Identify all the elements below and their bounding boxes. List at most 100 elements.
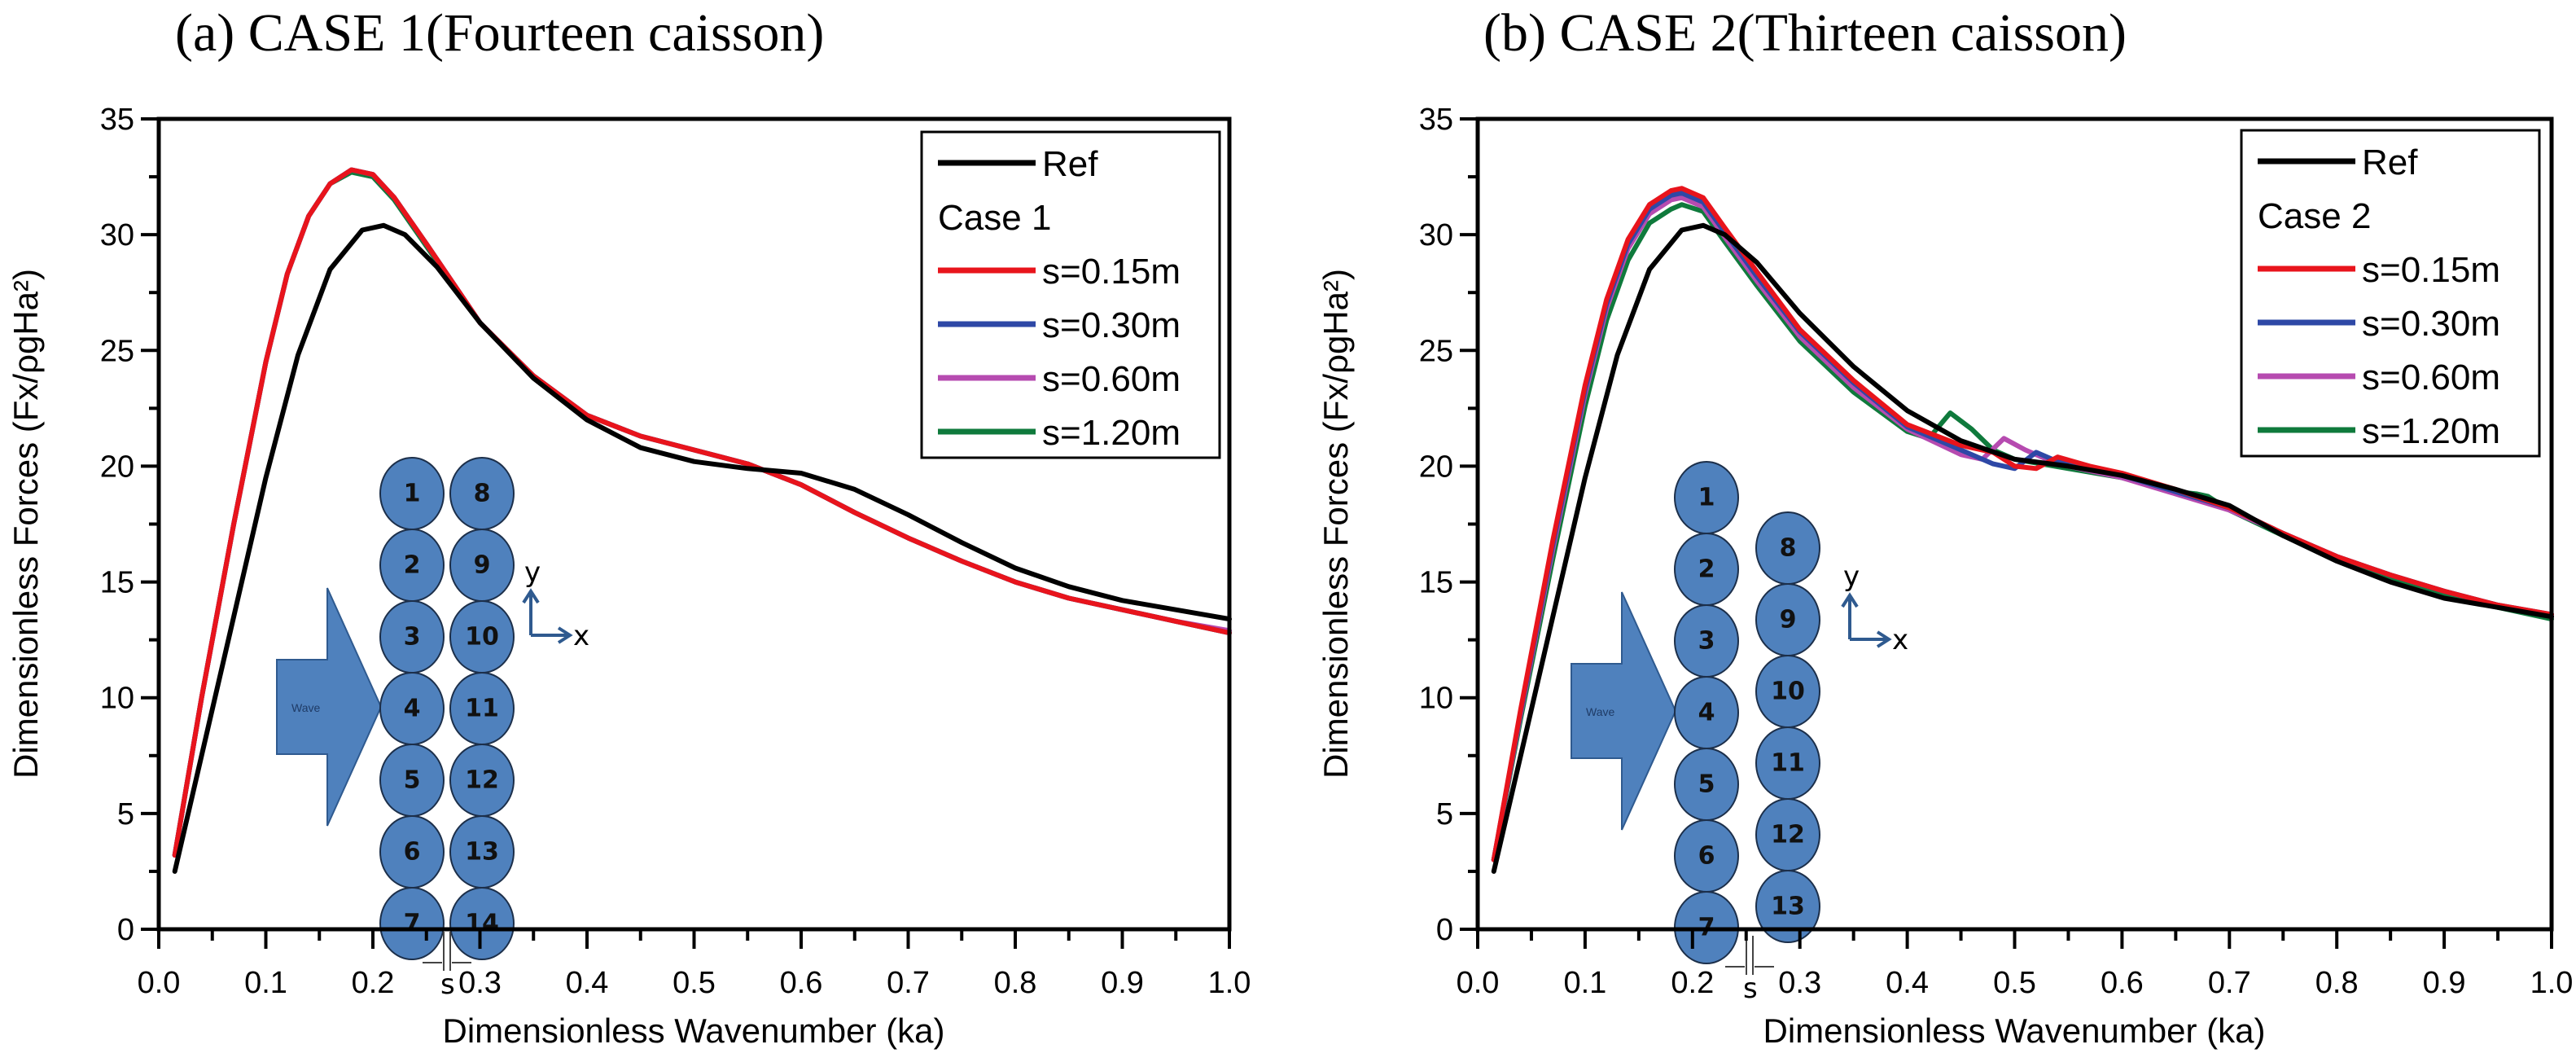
caisson bbox=[1755, 870, 1820, 943]
y-axis-label: Dimensionless Forces (Fx/ρgHa²) bbox=[7, 269, 45, 779]
caisson-number: 2 bbox=[1698, 555, 1715, 584]
legend-header: Case 2 bbox=[2258, 196, 2371, 236]
gap-label: s bbox=[440, 968, 455, 1001]
series-line-ref bbox=[172, 222, 1232, 874]
legend-header: Case 1 bbox=[938, 198, 1051, 238]
y-tick-label: 35 bbox=[1419, 103, 1453, 137]
caisson-number: 8 bbox=[474, 480, 491, 508]
axis-x-label: x bbox=[573, 620, 589, 652]
x-tick-label: 0.3 bbox=[458, 966, 502, 1000]
legend-entry-label: s=0.15m bbox=[1042, 252, 1181, 292]
caisson-number: 3 bbox=[404, 623, 421, 652]
caisson-number: 10 bbox=[465, 623, 499, 652]
x-tick-label: 0.1 bbox=[244, 966, 287, 1000]
caisson bbox=[379, 887, 445, 960]
x-tick-label: 0.3 bbox=[1778, 966, 1821, 1000]
y-tick-label: 0 bbox=[117, 913, 134, 947]
x-tick-label: 0.2 bbox=[1671, 966, 1714, 1000]
gap-label: s bbox=[1743, 972, 1758, 1005]
y-axis-label: Dimensionless Forces (Fx/ρgHa²) bbox=[1316, 269, 1355, 779]
y-tick-label: 5 bbox=[1436, 797, 1453, 832]
axes-indicator-icon bbox=[522, 588, 573, 644]
x-tick-label: 0.4 bbox=[1886, 966, 1929, 1000]
x-tick-label: 0.5 bbox=[1993, 966, 2036, 1000]
x-tick-label: 0.8 bbox=[2315, 966, 2359, 1000]
chart-title: (b) CASE 2(Thirteen caisson) bbox=[1483, 3, 2127, 63]
caisson-number: 6 bbox=[1698, 842, 1715, 871]
series-line-s-0-15m bbox=[172, 167, 1232, 858]
chart-title: (a) CASE 1(Fourteen caisson) bbox=[175, 3, 824, 63]
legend-entry-label: s=1.20m bbox=[2362, 411, 2500, 451]
x-tick-label: 0.7 bbox=[2208, 966, 2251, 1000]
x-tick-label: 0.1 bbox=[1563, 966, 1606, 1000]
legend-entry-label: s=0.60m bbox=[2362, 358, 2500, 397]
axis-y-label: y bbox=[524, 556, 541, 589]
caisson-number: 13 bbox=[1771, 893, 1805, 921]
legend-box bbox=[2240, 129, 2541, 458]
caisson-number: 11 bbox=[1771, 749, 1805, 778]
y-tick-label: 5 bbox=[117, 797, 134, 832]
wave-arrow-icon bbox=[276, 587, 383, 827]
x-tick-label: 0.6 bbox=[780, 966, 823, 1000]
wave-arrow-icon bbox=[1571, 591, 1677, 831]
caisson-number: 2 bbox=[404, 551, 421, 580]
legend-entry-label: s=0.30m bbox=[2362, 304, 2500, 344]
caisson-number: 4 bbox=[1698, 699, 1715, 727]
caisson-number: 5 bbox=[1698, 770, 1715, 799]
caisson-number: 5 bbox=[404, 766, 421, 795]
caisson-number: 4 bbox=[404, 695, 421, 723]
y-tick-label: 10 bbox=[1419, 682, 1453, 716]
x-tick-label: 0.8 bbox=[994, 966, 1037, 1000]
legend-entry-label: s=0.30m bbox=[1042, 305, 1181, 345]
y-tick-label: 0 bbox=[1436, 913, 1453, 947]
caisson-number: 3 bbox=[1698, 627, 1715, 656]
legend-box bbox=[920, 130, 1221, 459]
x-tick-label: 0.4 bbox=[566, 966, 609, 1000]
caisson-number: 13 bbox=[465, 838, 499, 867]
axis-x-label: x bbox=[1892, 624, 1908, 656]
y-tick-label: 25 bbox=[1419, 334, 1453, 368]
legend-entry-label: s=0.60m bbox=[1042, 359, 1181, 399]
y-tick-label: 15 bbox=[1419, 566, 1453, 600]
legend-entry-label: Ref bbox=[1042, 144, 1098, 184]
x-tick-label: 1.0 bbox=[1208, 966, 1251, 1000]
caisson-number: 8 bbox=[1780, 534, 1797, 563]
gap-dimension-icon bbox=[1725, 936, 1774, 975]
caisson-number: 12 bbox=[465, 766, 499, 795]
wave-label: Wave bbox=[291, 701, 320, 714]
x-tick-label: 0.5 bbox=[672, 966, 716, 1000]
y-tick-label: 30 bbox=[1419, 218, 1453, 252]
y-tick-label: 30 bbox=[100, 218, 134, 252]
x-tick-label: 0.6 bbox=[2101, 966, 2144, 1000]
x-tick-label: 0.9 bbox=[1101, 966, 1144, 1000]
x-tick-label: 0.7 bbox=[887, 966, 930, 1000]
caisson-number: 1 bbox=[404, 480, 421, 508]
axes-indicator-icon bbox=[1841, 592, 1892, 648]
caisson-number: 6 bbox=[404, 838, 421, 867]
caisson bbox=[449, 887, 515, 960]
wave-label: Wave bbox=[1586, 705, 1614, 718]
caisson-number: 7 bbox=[404, 910, 421, 938]
y-tick-label: 20 bbox=[1419, 450, 1453, 484]
panel-case1: (a) CASE 1(Fourteen caisson) Wave1234567… bbox=[7, 3, 1251, 1050]
legend-entry-label: s=0.15m bbox=[2362, 250, 2500, 290]
axis-y-label: y bbox=[1843, 560, 1860, 593]
panel-case2: (b) CASE 2(Thirteen caisson) Wave1234567… bbox=[1316, 3, 2573, 1050]
caisson-number: 12 bbox=[1771, 821, 1805, 849]
caisson-number: 14 bbox=[465, 910, 499, 938]
y-tick-label: 20 bbox=[100, 450, 134, 484]
series-line-ref bbox=[1491, 222, 2554, 874]
x-axis-label: Dimensionless Wavenumber (ka) bbox=[443, 1012, 945, 1050]
y-tick-label: 15 bbox=[100, 566, 134, 600]
caisson-number: 9 bbox=[474, 551, 491, 580]
legend: Ref Case 1 s=0.15m s=0.30m s=0.60m s=1.20m bbox=[920, 130, 1221, 459]
legend-entry-label: Ref bbox=[2362, 143, 2418, 182]
y-tick-label: 35 bbox=[100, 103, 134, 137]
caisson-number: 10 bbox=[1771, 678, 1805, 706]
x-tick-label: 0.0 bbox=[138, 966, 181, 1000]
caisson-number: 1 bbox=[1698, 484, 1715, 512]
gap-dimension-icon bbox=[423, 932, 471, 971]
